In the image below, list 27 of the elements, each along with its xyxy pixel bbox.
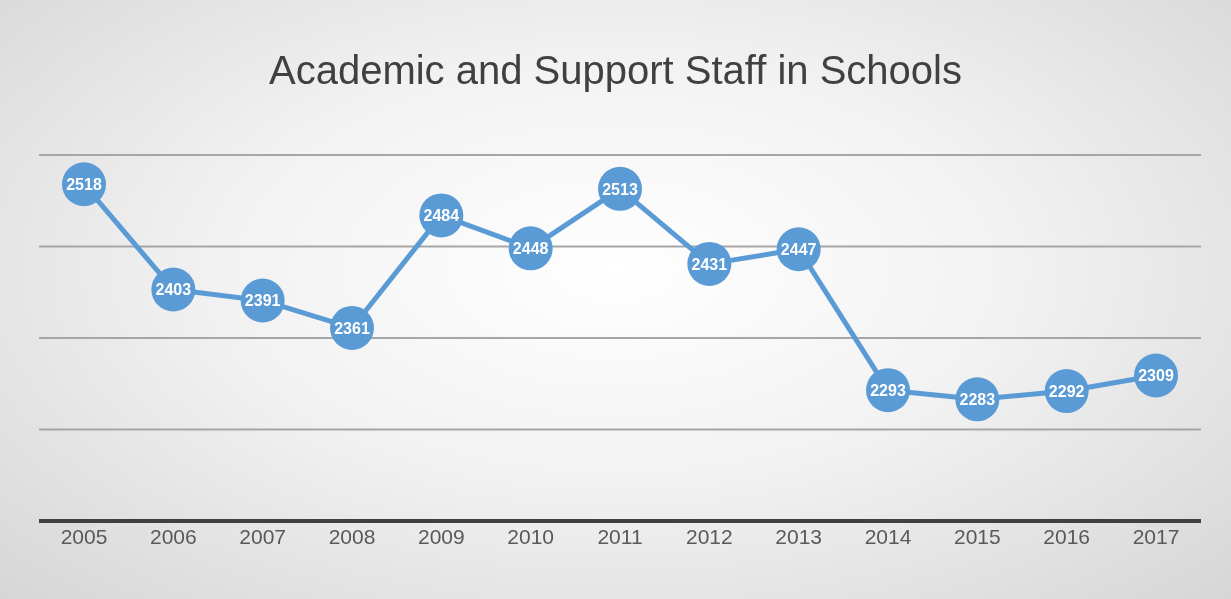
x-tick-label: 2006 [149, 524, 197, 548]
data-label: 2391 [244, 292, 281, 310]
data-label: 2309 [1138, 367, 1174, 385]
data-label: 2293 [870, 381, 906, 399]
data-label: 2292 [1048, 382, 1085, 400]
x-tick-label: 2007 [239, 524, 287, 548]
chart-title: Academic and Support Staff in Schools [268, 48, 963, 93]
x-tick-label: 2010 [507, 524, 555, 548]
data-label: 2513 [602, 180, 638, 198]
data-label: 2403 [155, 281, 192, 299]
x-tick-label: 2013 [775, 524, 823, 548]
x-tick-label: 2008 [328, 524, 376, 548]
data-label: 2447 [780, 240, 817, 258]
data-label: 2283 [959, 390, 996, 408]
x-tick-label: 2015 [953, 524, 1001, 548]
x-tick-label: 2014 [864, 524, 912, 548]
x-tick-label: 2016 [1043, 524, 1091, 548]
x-tick-label: 2012 [685, 524, 733, 548]
data-label: 2484 [423, 207, 460, 225]
x-tick-label: 2005 [60, 524, 108, 548]
data-label: 2448 [512, 240, 549, 258]
data-label: 2361 [334, 319, 370, 337]
x-tick-label: 2011 [597, 524, 643, 548]
data-label: 2431 [691, 255, 728, 273]
x-tick-label: 2017 [1132, 524, 1180, 548]
x-tick-label: 2009 [417, 524, 465, 548]
data-label: 2518 [66, 175, 102, 193]
